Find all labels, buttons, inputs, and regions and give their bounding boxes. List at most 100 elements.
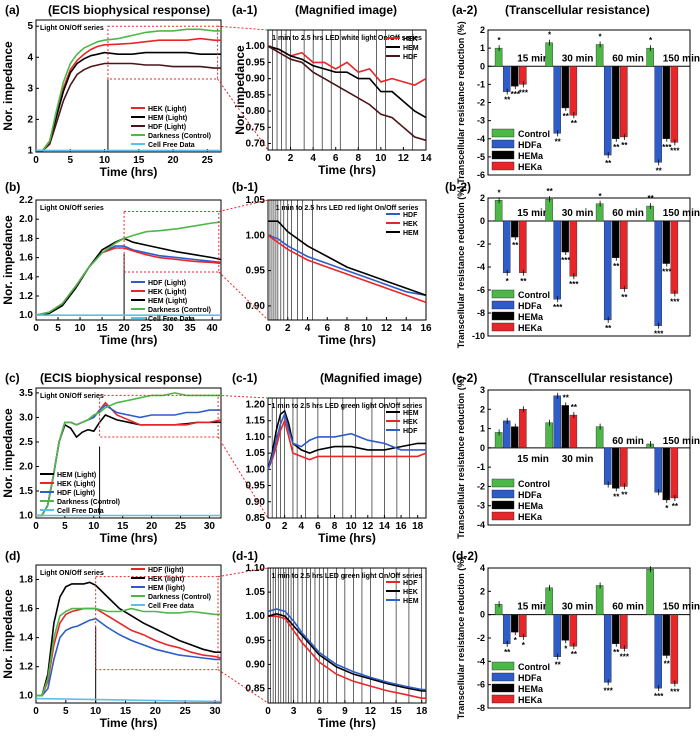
y-axis-label: Transcellular resistance reduction (%) <box>456 21 466 184</box>
category-label: 60 min <box>612 53 644 64</box>
y-tick-label: 1 <box>27 145 33 156</box>
bar-hdfa <box>553 395 561 449</box>
bar-control <box>494 432 503 449</box>
x-axis-label: Time (hrs) <box>100 531 158 545</box>
bar-hema <box>511 614 519 633</box>
bar-heka <box>670 66 679 143</box>
significance-mark: *** <box>561 256 571 265</box>
x-tick-label: 35 <box>185 323 197 334</box>
legend-label: HEM (Light) <box>57 472 96 479</box>
category-label: 150 min <box>663 208 700 219</box>
bar-heka <box>620 220 628 290</box>
legend-swatch <box>491 150 515 160</box>
x-tick-label: 12 <box>362 521 374 532</box>
significance-mark: * <box>599 33 603 42</box>
y-tick-label: 0.80 <box>246 106 266 117</box>
chart-subtitle: Light ON/Off series <box>40 570 104 577</box>
y-tick-label: -2 <box>477 481 485 491</box>
series-line-hdf-light- <box>36 607 222 697</box>
x-tick-label: 20 <box>167 155 179 166</box>
legend-swatch <box>491 139 515 149</box>
y-tick-label: 5 <box>27 21 33 32</box>
legend-label: HEKa <box>518 512 543 522</box>
legend-swatch <box>491 322 515 332</box>
x-tick-label: 0 <box>265 706 271 717</box>
x-tick-label: 0 <box>33 155 39 166</box>
plot-frame <box>267 397 427 519</box>
panel-label-b1: (b-1) <box>232 180 258 194</box>
significance-mark: * <box>506 277 510 286</box>
legend-label: HEMa <box>518 501 544 511</box>
significance-mark: ** <box>613 492 620 501</box>
x-tick-label: 0 <box>265 323 271 334</box>
header-transcellular-c: (Transcellular resistance) <box>528 371 673 385</box>
y-axis-label: Nor. impedance <box>233 45 247 135</box>
panel-label-c2: (c-2) <box>452 371 477 385</box>
y-tick-label: 0.90 <box>246 301 266 312</box>
bar-hema <box>612 220 620 258</box>
bar-heka <box>620 447 628 487</box>
y-tick-label: -8 <box>477 308 485 318</box>
x-tick-label: 0 <box>265 521 271 532</box>
y-tick-label: 2 <box>480 586 485 596</box>
series-line-hdf <box>267 45 427 142</box>
bar-heka <box>519 614 527 638</box>
series-line-hem <box>268 220 427 297</box>
legend-label: Cell Free data <box>148 603 194 610</box>
x-tick-label: 5 <box>67 155 73 166</box>
series-line-hem <box>267 608 426 691</box>
y-tick-label: 1.0 <box>19 691 33 702</box>
legend-label: Control <box>518 129 550 139</box>
x-tick-label: 8 <box>344 323 350 334</box>
bar-hema <box>511 426 519 449</box>
significance-mark: ** <box>656 166 663 175</box>
bar-hema <box>612 66 620 139</box>
x-axis-label: Time (hrs) <box>100 165 158 179</box>
panel-label-d2: (d-2) <box>452 549 478 563</box>
legend-label: Cell Free Data <box>57 508 104 515</box>
y-tick-label: 0.95 <box>246 481 266 492</box>
bar-hdfa <box>502 66 511 92</box>
category-label: 60 min <box>612 208 644 219</box>
zoom-box-d <box>95 576 219 671</box>
zoom-connector <box>217 567 269 578</box>
legend-swatch <box>491 672 515 682</box>
series-line-hek <box>267 612 426 692</box>
line-chart-a: 0 5 10 15 20 25 1 2 3 4 5 Time (hrs) Nor. impedance L… <box>1 19 222 179</box>
panel-label-b: (b) <box>5 180 20 194</box>
x-tick-label: 3 <box>291 706 297 717</box>
legend-label: HDF (light) <box>148 567 184 574</box>
legend-label: Control <box>518 662 550 672</box>
header-magnified-c: (Magnified image) <box>320 371 422 385</box>
bar-hema <box>561 66 570 109</box>
y-tick-label: 0 <box>480 610 485 620</box>
line-chart-b1: 0 2 4 6 8 10 12 14 16 0.90 0.95 1.00 1.05 Time (hrs) 1… <box>246 195 432 347</box>
series-line-hek-light- <box>36 37 221 152</box>
series-line-cell-free-data <box>35 697 222 703</box>
legend-label: HEK <box>403 221 418 228</box>
x-tick-label: 10 <box>361 323 373 334</box>
series-line-hek <box>267 234 427 304</box>
y-axis-label: Nor. impedance <box>1 215 15 305</box>
bar-hdfa <box>502 614 511 645</box>
x-tick-label: 2 <box>282 521 288 532</box>
legend-label: HEM <box>403 598 419 605</box>
bar-chart-d2: 420-2-4-6-8****15 min*****30 min********… <box>456 557 700 720</box>
y-tick-label: 0.75 <box>246 122 266 133</box>
bar-heka <box>620 66 628 138</box>
significance-mark: ** <box>613 648 620 657</box>
legend-swatch <box>491 289 515 299</box>
y-tick-label: 0.95 <box>246 635 266 646</box>
bar-hema <box>662 66 671 139</box>
legend-label: HDF (Light) <box>148 124 186 131</box>
significance-mark: *** <box>519 88 529 97</box>
y-tick-label: 1.6 <box>19 604 33 615</box>
y-tick-label: 3.5 <box>19 388 33 399</box>
category-label: 15 min <box>517 208 549 219</box>
bar-heka <box>569 220 578 277</box>
legend-label: Cell Free Data <box>148 142 195 149</box>
x-tick-label: 10 <box>375 153 387 164</box>
series-line-hem <box>267 409 426 470</box>
legend-swatch <box>491 511 515 521</box>
